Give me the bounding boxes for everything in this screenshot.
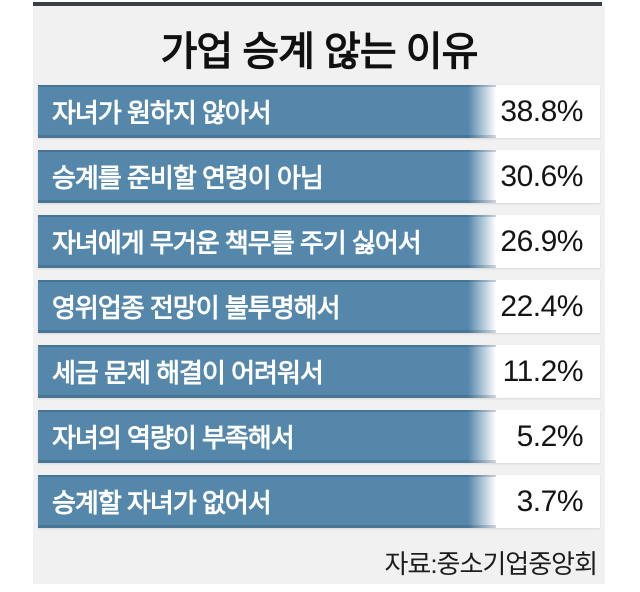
table-row: 자녀에게 무거운 책무를 주기 싫어서 26.9% [38, 215, 600, 268]
bar-segment: 세금 문제 해결이 어려워서 [38, 345, 497, 398]
bar-rows: 자녀가 원하지 않아서 38.8% 승계를 준비할 연령이 아님 30.6% 자… [38, 85, 600, 528]
bar-value: 3.7% [516, 484, 584, 518]
bar-value: 26.9% [500, 224, 583, 258]
table-row: 자녀의 역량이 부족해서 5.2% [38, 410, 600, 463]
table-row: 영위업종 전망이 불투명해서 22.4% [38, 280, 600, 333]
bar-label: 자녀에게 무거운 책무를 주기 싫어서 [52, 228, 422, 258]
bar-segment: 자녀에게 무거운 책무를 주기 싫어서 [38, 215, 497, 268]
bar-segment: 승계할 자녀가 없어서 [38, 475, 497, 528]
bar-label: 자녀가 원하지 않아서 [52, 98, 272, 128]
bar-segment: 자녀가 원하지 않아서 [38, 85, 497, 138]
bar-value: 5.2% [516, 419, 584, 453]
table-row: 승계를 준비할 연령이 아님 30.6% [38, 150, 600, 203]
bar-value: 11.2% [502, 354, 584, 388]
bar-label: 영위업종 전망이 불투명해서 [52, 293, 340, 323]
bar-segment: 영위업종 전망이 불투명해서 [38, 280, 497, 333]
source-credit: 자료:중소기업중앙회 [384, 549, 598, 579]
bar-label: 승계할 자녀가 없어서 [52, 488, 272, 518]
bar-segment: 승계를 준비할 연령이 아님 [38, 150, 497, 203]
bar-value: 38.8% [500, 94, 583, 128]
bar-value: 30.6% [500, 159, 583, 193]
table-row: 자녀가 원하지 않아서 38.8% [38, 85, 600, 138]
table-row: 세금 문제 해결이 어려워서 11.2% [38, 345, 600, 398]
chart-title: 가업 승계 않는 이유 [160, 30, 479, 74]
bar-label: 세금 문제 해결이 어려워서 [52, 358, 324, 388]
table-row: 승계할 자녀가 없어서 3.7% [38, 475, 600, 528]
bar-value: 22.4% [500, 289, 583, 323]
bar-segment: 자녀의 역량이 부족해서 [38, 410, 497, 463]
top-rule [33, 2, 602, 6]
bar-label: 승계를 준비할 연령이 아님 [52, 163, 324, 193]
chart-panel: 가업 승계 않는 이유 자녀가 원하지 않아서 38.8% 승계를 준비할 연령… [33, 6, 605, 584]
bar-label: 자녀의 역량이 부족해서 [52, 423, 295, 453]
